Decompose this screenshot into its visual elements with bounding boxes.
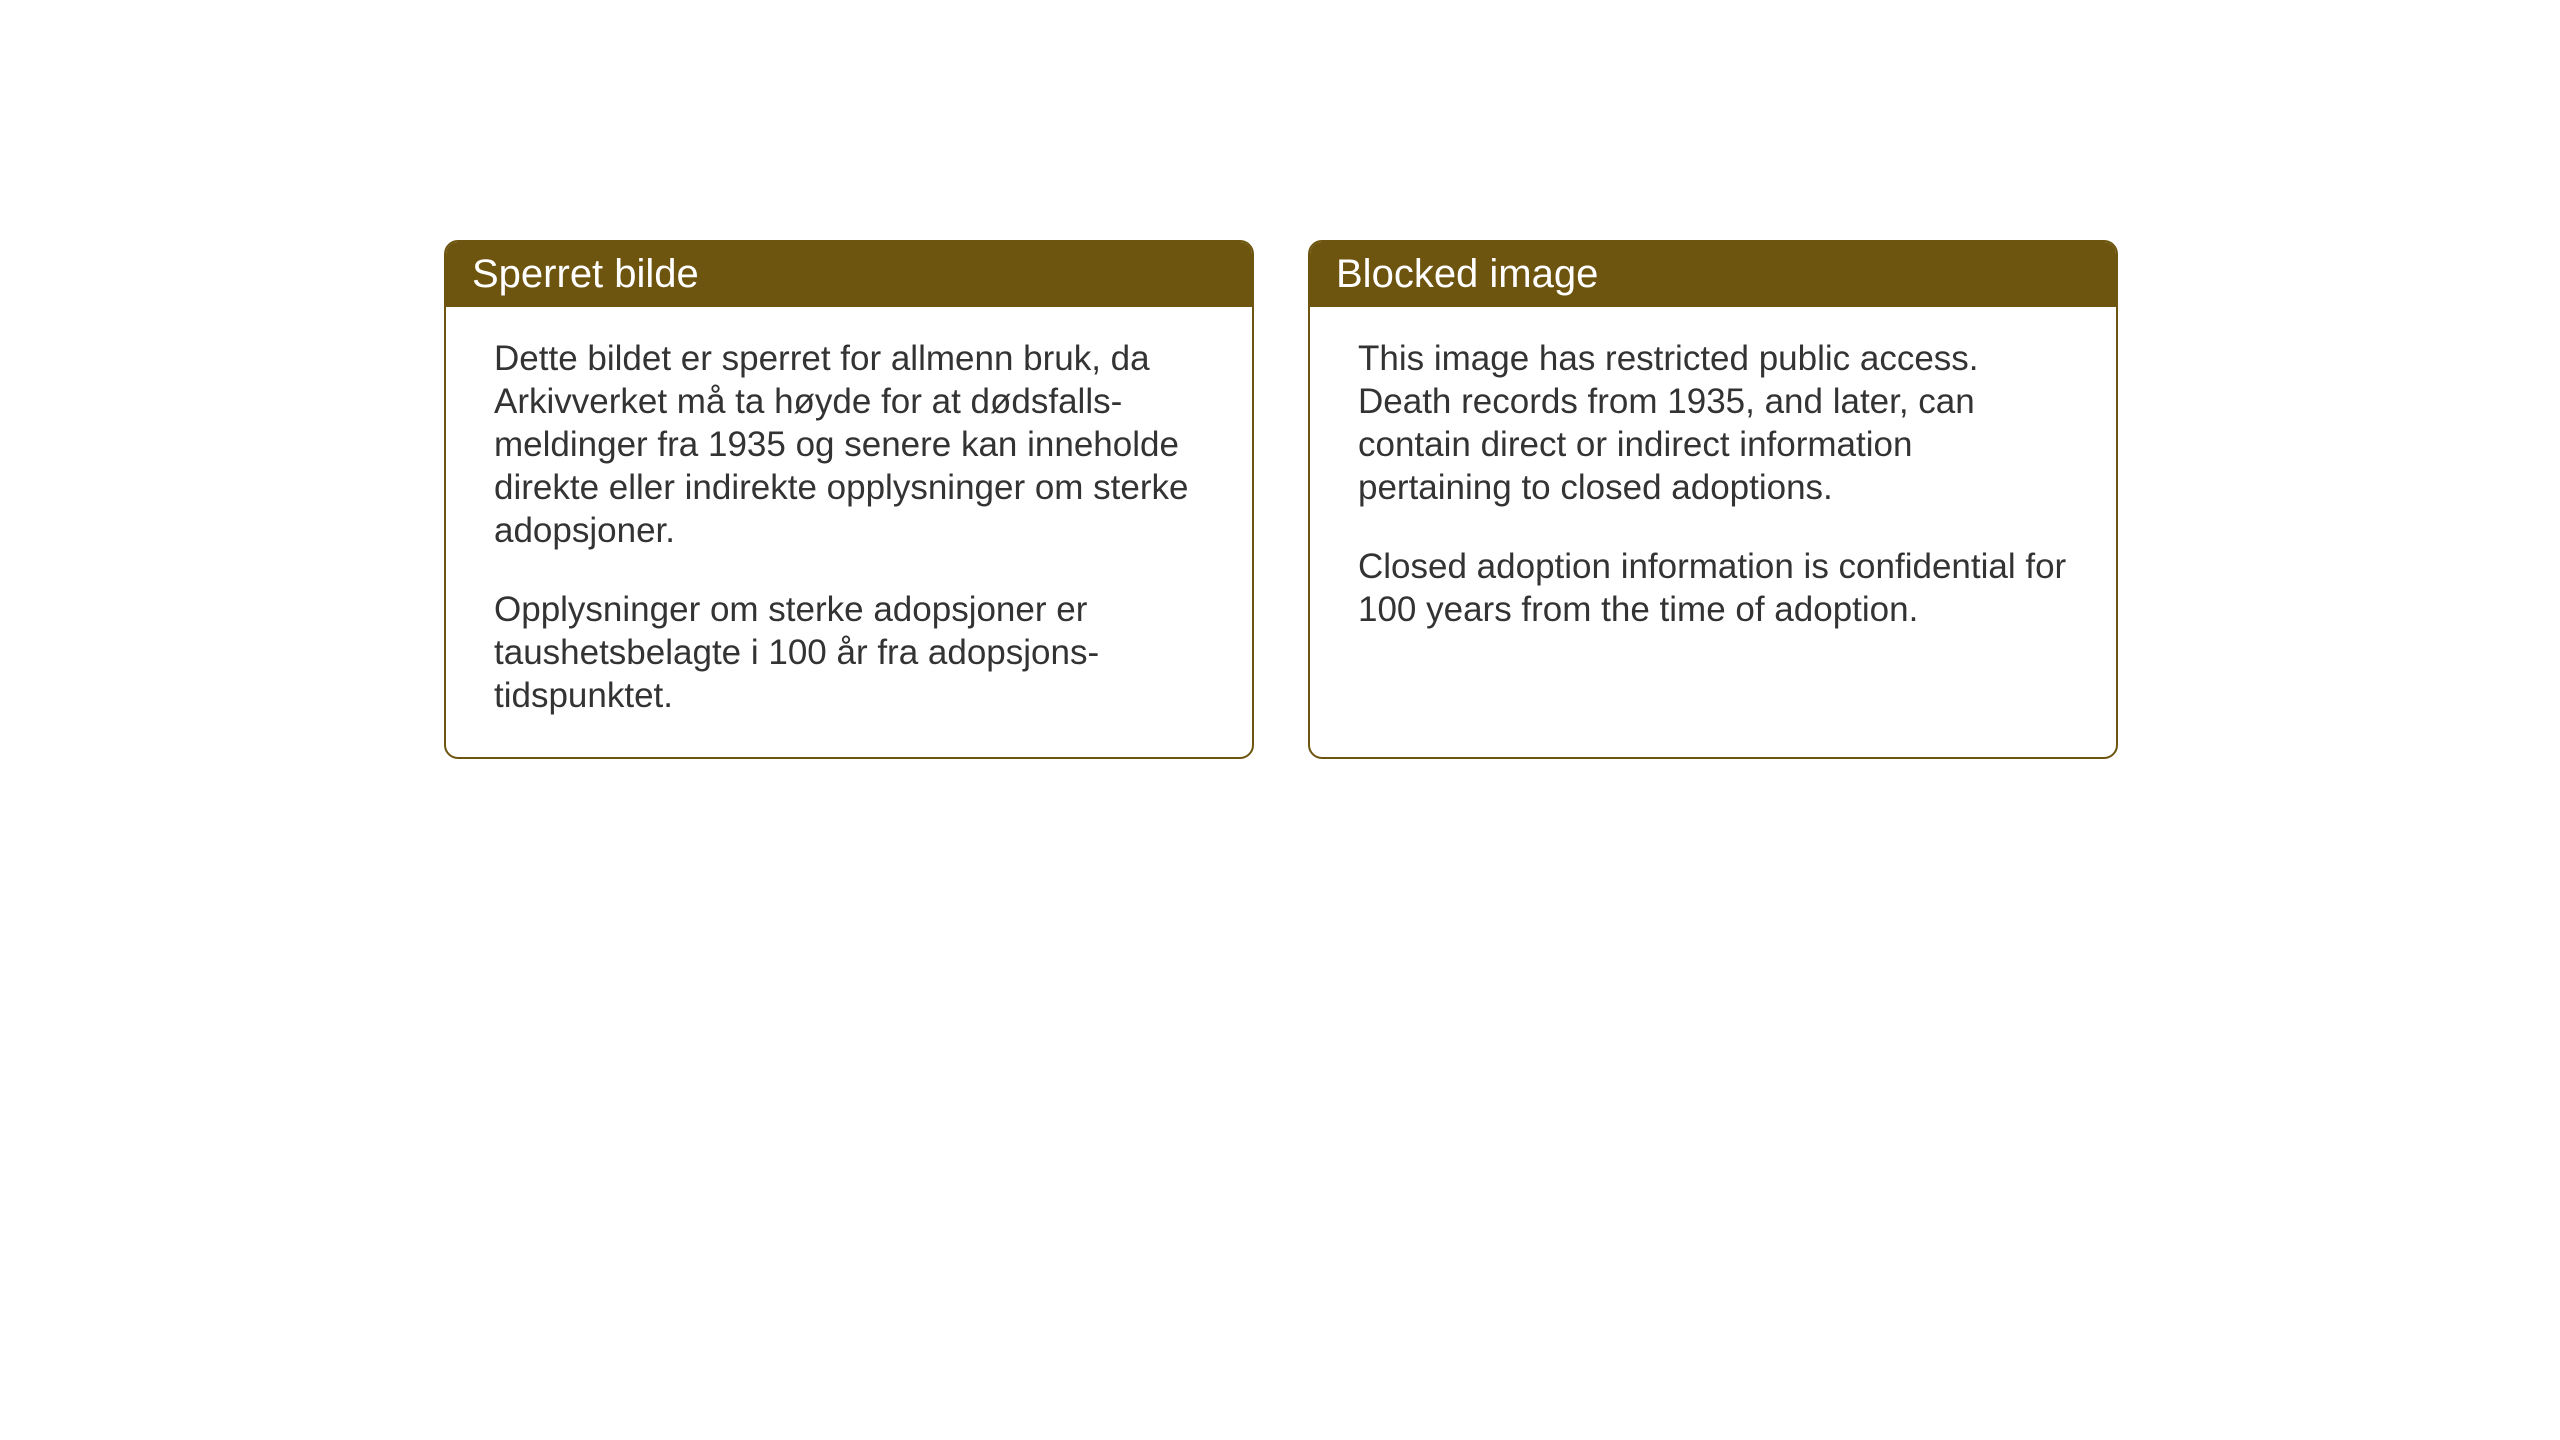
card-english-title: Blocked image [1336,252,1598,296]
card-norwegian: Sperret bilde Dette bildet er sperret fo… [444,240,1254,759]
card-norwegian-header: Sperret bilde [446,242,1252,307]
card-norwegian-title: Sperret bilde [472,252,699,296]
card-english: Blocked image This image has restricted … [1308,240,2118,759]
card-norwegian-paragraph1: Dette bildet er sperret for allmenn bruk… [494,337,1204,552]
card-norwegian-paragraph2: Opplysninger om sterke adopsjoner er tau… [494,588,1204,717]
card-english-header: Blocked image [1310,242,2116,307]
card-english-body: This image has restricted public access.… [1310,307,2116,671]
card-english-paragraph2: Closed adoption information is confident… [1358,545,2068,631]
cards-container: Sperret bilde Dette bildet er sperret fo… [444,240,2118,759]
card-norwegian-body: Dette bildet er sperret for allmenn bruk… [446,307,1252,757]
card-english-paragraph1: This image has restricted public access.… [1358,337,2068,509]
